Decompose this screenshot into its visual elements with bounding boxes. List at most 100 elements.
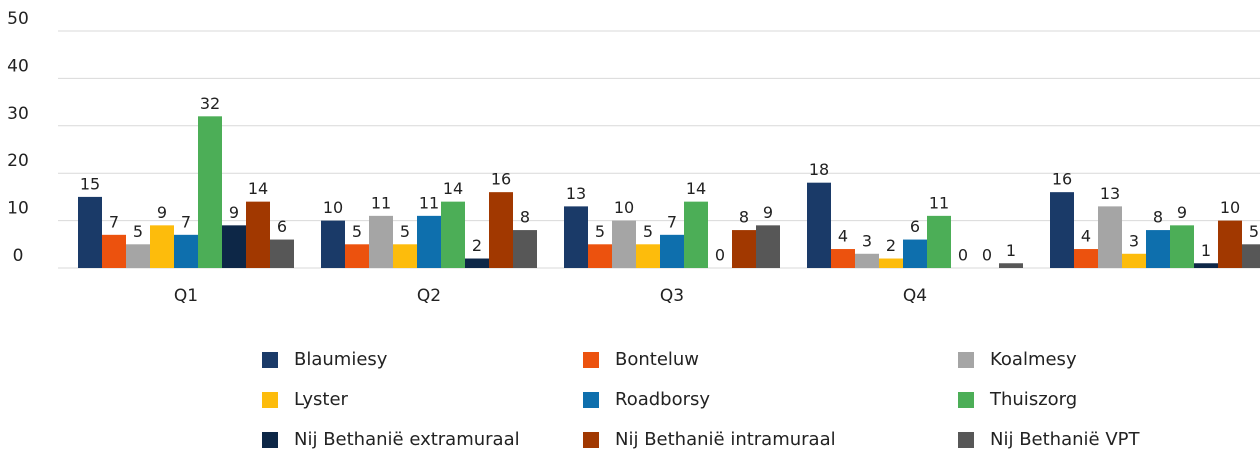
- data-label: 1: [1201, 241, 1211, 260]
- bar: [393, 244, 417, 268]
- bar: [321, 220, 345, 268]
- legend-label: Roadborsy: [615, 389, 710, 410]
- bar: [927, 215, 951, 268]
- legend-label: Bonteluw: [615, 349, 699, 370]
- legend-label: Nij Bethanië VPT: [990, 429, 1140, 450]
- bar: [807, 182, 831, 268]
- bar: [831, 249, 855, 268]
- bar: [1122, 253, 1146, 268]
- data-label: 0: [958, 246, 968, 265]
- legend-swatch: [958, 432, 974, 448]
- data-label: 18: [809, 160, 829, 179]
- data-label: 9: [763, 203, 773, 222]
- y-tick-label: 30: [7, 104, 29, 124]
- legend-swatch: [262, 352, 278, 368]
- bar: [1218, 220, 1242, 268]
- data-label: 5: [643, 222, 653, 241]
- data-label: 14: [686, 179, 706, 198]
- y-tick-label: 50: [7, 9, 29, 29]
- x-tick-label: Q2: [417, 286, 441, 306]
- bar: [369, 215, 393, 268]
- y-tick-label: 20: [7, 151, 29, 171]
- y-tick-label: 0: [13, 246, 24, 266]
- x-tick-label: Q4: [903, 286, 927, 306]
- bar: [636, 244, 660, 268]
- data-label: 5: [400, 222, 410, 241]
- data-label: 16: [491, 170, 511, 189]
- x-tick-label: Q1: [174, 286, 198, 306]
- data-label: 10: [1220, 198, 1240, 217]
- legend-swatch: [262, 392, 278, 408]
- data-label: 11: [371, 193, 391, 212]
- bar: [198, 116, 222, 268]
- data-label: 6: [910, 217, 920, 236]
- legend-swatch: [958, 352, 974, 368]
- bar: [489, 192, 513, 268]
- bar: [150, 225, 174, 268]
- legend-label: Nij Bethanië extramuraal: [294, 429, 520, 450]
- data-label: 4: [838, 227, 848, 246]
- bar: [441, 201, 465, 268]
- data-label: 7: [109, 212, 119, 231]
- data-label: 13: [566, 184, 586, 203]
- bar: [1146, 230, 1170, 268]
- data-label: 14: [248, 179, 268, 198]
- bar: [732, 230, 756, 268]
- data-label: 2: [472, 236, 482, 255]
- bar: [417, 215, 441, 268]
- data-label: 5: [133, 222, 143, 241]
- data-label: 15: [80, 174, 100, 193]
- data-label: 0: [982, 246, 992, 265]
- data-label: 11: [419, 193, 439, 212]
- bar: [660, 234, 684, 268]
- data-label: 9: [157, 203, 167, 222]
- data-label: 10: [323, 198, 343, 217]
- bar: [1194, 263, 1218, 268]
- bar: [1242, 244, 1260, 268]
- data-label: 7: [181, 212, 191, 231]
- data-label: 9: [1177, 203, 1187, 222]
- data-label: 11: [929, 193, 949, 212]
- bar: [513, 230, 537, 268]
- legend-swatch: [958, 392, 974, 408]
- data-label: 5: [1249, 222, 1259, 241]
- y-tick-label: 40: [7, 56, 29, 76]
- data-label: 5: [595, 222, 605, 241]
- legend-swatch: [583, 432, 599, 448]
- bar: [270, 239, 294, 268]
- bar: [222, 225, 246, 268]
- bar: [1098, 206, 1122, 268]
- data-label: 32: [200, 94, 220, 113]
- data-label: 1: [1006, 241, 1016, 260]
- legend-label: Blaumiesy: [294, 349, 388, 370]
- data-label: 8: [1153, 208, 1163, 227]
- bar: [879, 258, 903, 268]
- legend-swatch: [583, 352, 599, 368]
- bar: [246, 201, 270, 268]
- data-label: 2: [886, 236, 896, 255]
- bar: [756, 225, 780, 268]
- bar: [588, 244, 612, 268]
- legend-label: Nij Bethanië intramuraal: [615, 429, 836, 450]
- legend-label: Thuiszorg: [989, 389, 1077, 410]
- bar: [564, 206, 588, 268]
- data-label: 4: [1081, 227, 1091, 246]
- y-tick-label: 10: [7, 199, 29, 219]
- data-label: 3: [862, 231, 872, 250]
- bar: [126, 244, 150, 268]
- bar: [855, 253, 879, 268]
- data-label: 0: [715, 246, 725, 265]
- bar: [345, 244, 369, 268]
- legend-swatch: [583, 392, 599, 408]
- data-label: 13: [1100, 184, 1120, 203]
- x-tick-label: Q3: [660, 286, 684, 306]
- data-label: 9: [229, 203, 239, 222]
- bar: [999, 263, 1023, 268]
- data-label: 8: [520, 208, 530, 227]
- data-label: 14: [443, 179, 463, 198]
- data-label: 6: [277, 217, 287, 236]
- bar: [612, 220, 636, 268]
- bar: [903, 239, 927, 268]
- data-label: 5: [352, 222, 362, 241]
